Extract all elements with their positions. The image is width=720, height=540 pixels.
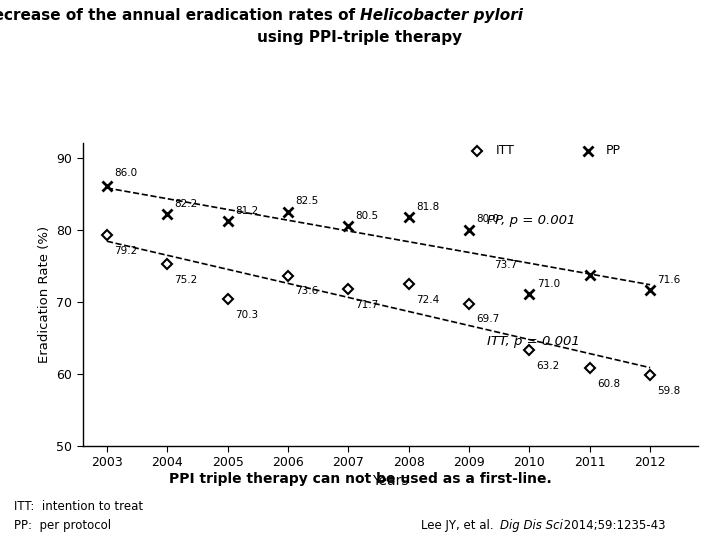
Text: 70.3: 70.3 bbox=[235, 310, 258, 320]
Text: PP: PP bbox=[606, 144, 621, 157]
Text: 73.6: 73.6 bbox=[295, 286, 318, 296]
Text: 71.7: 71.7 bbox=[356, 300, 379, 310]
Text: 82.2: 82.2 bbox=[174, 199, 198, 208]
Text: 60.8: 60.8 bbox=[597, 379, 620, 389]
Text: 59.8: 59.8 bbox=[657, 386, 680, 396]
Text: Decrease of the annual eradication rates of: Decrease of the annual eradication rates… bbox=[0, 8, 360, 23]
Text: 86.0: 86.0 bbox=[114, 168, 138, 178]
Text: 75.2: 75.2 bbox=[174, 275, 198, 285]
Text: using PPI-triple therapy: using PPI-triple therapy bbox=[258, 30, 462, 45]
Text: 81.8: 81.8 bbox=[416, 201, 439, 212]
Text: Helicobacter pylori: Helicobacter pylori bbox=[360, 8, 523, 23]
Text: ITT, p = 0.001: ITT, p = 0.001 bbox=[487, 335, 580, 348]
Text: 73.7: 73.7 bbox=[494, 260, 518, 270]
Text: PP, p = 0.001: PP, p = 0.001 bbox=[487, 214, 575, 227]
X-axis label: Years: Years bbox=[372, 475, 409, 489]
Text: 80.5: 80.5 bbox=[356, 211, 379, 221]
Text: 79.2: 79.2 bbox=[114, 246, 138, 256]
Text: 2014;59:1235-43: 2014;59:1235-43 bbox=[560, 519, 666, 532]
Text: Lee JY, et al.: Lee JY, et al. bbox=[421, 519, 498, 532]
Text: 72.4: 72.4 bbox=[416, 295, 439, 305]
Text: 81.2: 81.2 bbox=[235, 206, 258, 216]
Text: 71.6: 71.6 bbox=[657, 275, 680, 285]
Y-axis label: Eradication Rate (%): Eradication Rate (%) bbox=[38, 226, 51, 363]
Text: 69.7: 69.7 bbox=[477, 314, 500, 325]
Text: Dig Dis Sci: Dig Dis Sci bbox=[500, 519, 563, 532]
Text: ITT: ITT bbox=[495, 144, 514, 157]
Text: PP:  per protocol: PP: per protocol bbox=[14, 519, 112, 532]
Text: 71.0: 71.0 bbox=[536, 279, 559, 289]
Text: 82.5: 82.5 bbox=[295, 197, 318, 206]
Text: 63.2: 63.2 bbox=[536, 361, 560, 372]
Text: PPI triple therapy can not be used as a first-line.: PPI triple therapy can not be used as a … bbox=[168, 472, 552, 487]
Text: 80.0: 80.0 bbox=[477, 214, 499, 225]
Text: ITT:  intention to treat: ITT: intention to treat bbox=[14, 500, 143, 512]
